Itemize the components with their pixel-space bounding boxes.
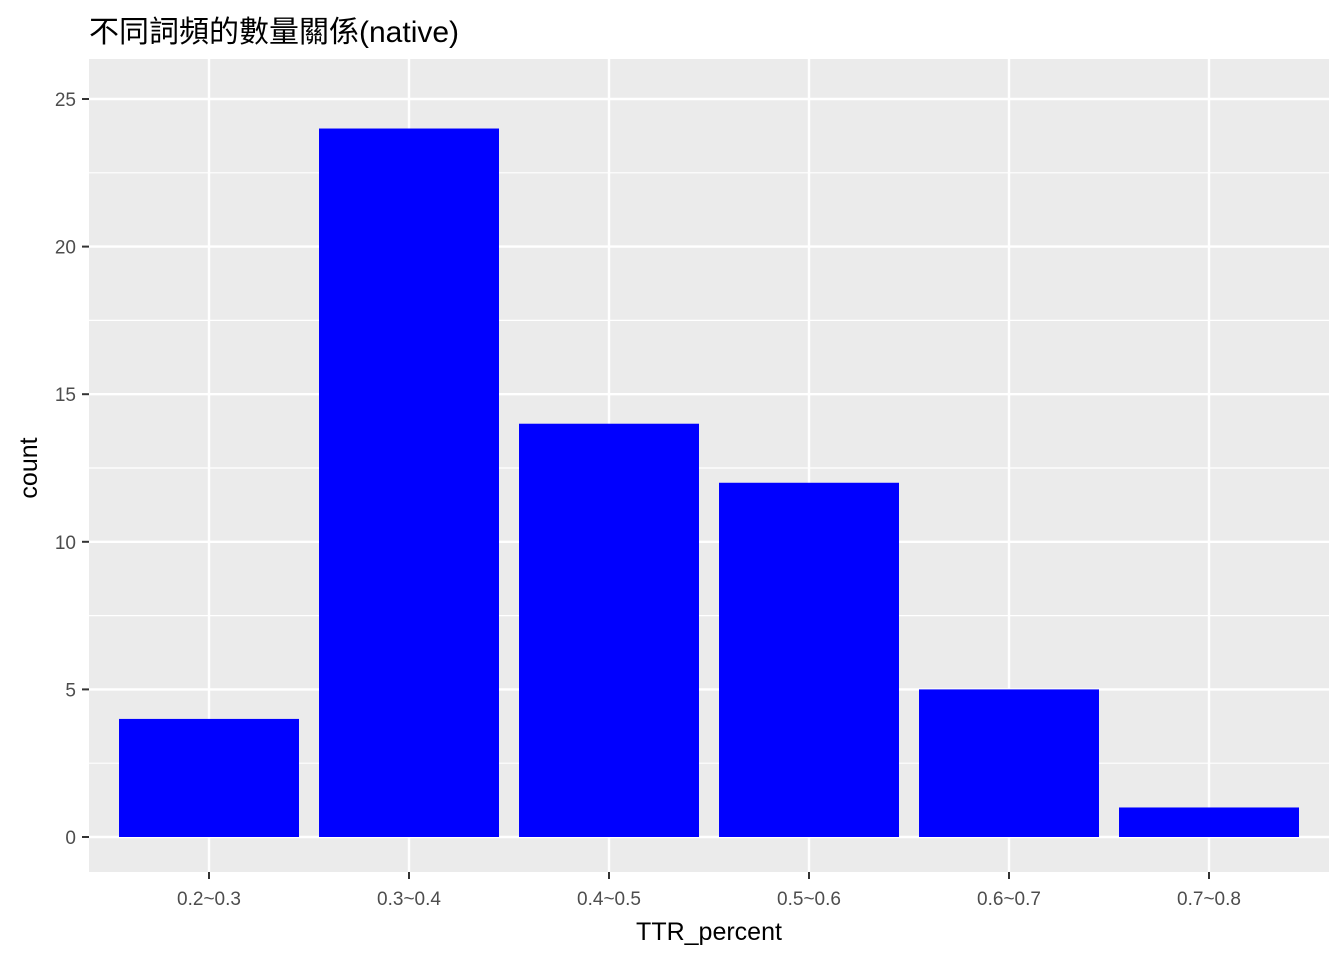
y-tick-label: 25 [55,90,76,111]
bar [719,482,899,837]
y-tick-label: 10 [55,533,76,554]
x-tick-label: 0.4~0.5 [577,889,641,910]
bars [119,128,1299,837]
y-tick-label: 0 [65,828,76,849]
y-axis: 0 5 10 15 20 25 [55,90,89,849]
x-axis: 0.2~0.3 0.3~0.4 0.4~0.5 0.5~0.6 0.6~0.7 0.7~0… [177,872,1241,910]
y-tick-label: 20 [55,238,76,259]
chart-title: 不同詞頻的數量關係(native) [89,16,459,49]
bar [119,718,299,837]
bar [319,128,499,837]
x-tick-label: 0.5~0.6 [777,889,841,910]
x-tick-label: 0.3~0.4 [377,889,441,910]
bar [919,689,1099,837]
x-tick-label: 0.2~0.3 [177,889,241,910]
bar [519,423,699,837]
bar [1119,807,1299,837]
y-tick-label: 5 [65,680,76,701]
x-axis-title: TTR_percent [636,918,782,946]
y-axis-title: count [15,437,43,498]
x-tick-label: 0.7~0.8 [1177,889,1241,910]
x-tick-label: 0.6~0.7 [977,889,1041,910]
y-tick-label: 15 [55,385,76,406]
